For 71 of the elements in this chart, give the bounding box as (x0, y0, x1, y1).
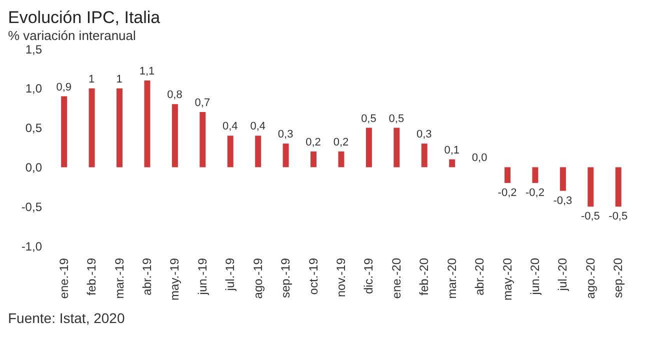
bar (227, 136, 234, 168)
x-tick-label: mar.-19 (112, 258, 126, 299)
bar (560, 167, 566, 191)
x-tick-label: ago.-20 (583, 258, 598, 299)
data-label: 0,9 (56, 81, 72, 94)
bar (615, 167, 622, 207)
source-note: Fuente: Istat, 2020 (8, 310, 126, 326)
data-label: 0,2 (333, 136, 349, 148)
x-tick-label: sep.-20 (611, 258, 626, 298)
y-tick-label: 0,0 (25, 160, 42, 174)
x-tick-label: jul.-19 (223, 258, 238, 292)
chart-subtitle: % variación interanual (8, 28, 137, 43)
bar (532, 167, 538, 183)
y-tick-label: 1,5 (25, 42, 42, 56)
x-tick-label: abr.-19 (140, 258, 154, 296)
y-tick-label: -1,0 (21, 239, 42, 254)
bar (144, 80, 150, 168)
data-label: -0,3 (553, 194, 572, 207)
data-label: 1,1 (139, 66, 155, 78)
x-tick-label: ago.-19 (250, 258, 265, 299)
data-label: 0,3 (416, 128, 432, 141)
data-label: 0,1 (444, 144, 460, 156)
bar (282, 144, 289, 168)
data-label: -0,5 (608, 210, 628, 223)
data-label: 0,0 (472, 152, 488, 164)
x-tick-label: jun.-19 (195, 258, 210, 296)
bar (449, 159, 456, 168)
data-label: 0,3 (278, 128, 294, 141)
bar (504, 167, 511, 183)
x-tick-label: abr.-20 (472, 258, 487, 296)
x-tick-label: oct.-19 (306, 258, 320, 295)
data-label: -0,2 (526, 186, 544, 199)
bar (310, 151, 317, 168)
data-label: 0,4 (250, 120, 266, 133)
bar (366, 128, 372, 168)
bar (338, 151, 344, 168)
x-tick-label: sep.-19 (278, 258, 293, 298)
y-tick-label: 0,5 (25, 121, 42, 136)
bar (116, 88, 123, 168)
data-label: 0,8 (167, 89, 182, 102)
y-tick-label: 1,0 (25, 82, 42, 96)
data-label: 0,5 (361, 112, 376, 125)
x-tick-label: jul.-20 (556, 258, 570, 292)
bar (172, 104, 178, 168)
data-label: 0,2 (306, 136, 321, 148)
x-tick-label: ene.-19 (56, 258, 71, 299)
x-tick-label: dic.-19 (362, 258, 376, 294)
y-tick-label: -0,5 (21, 200, 42, 214)
bar (88, 88, 95, 168)
x-tick-label: may.-20 (500, 258, 514, 300)
bar (394, 128, 400, 168)
data-label: 0,7 (194, 97, 210, 110)
x-tick-label: jun.-20 (528, 258, 542, 296)
data-label: 1 (88, 73, 95, 86)
data-label: 1 (116, 73, 122, 86)
x-tick-label: ene.-20 (389, 258, 404, 299)
data-label: -0,2 (498, 186, 517, 199)
data-label: 0,5 (388, 112, 404, 125)
x-tick-label: nov.-19 (334, 258, 348, 298)
data-label: 0,4 (222, 120, 238, 133)
x-tick-label: mar.-20 (444, 258, 459, 299)
chart-title: Evolución IPC, Italia (8, 8, 162, 28)
bar (588, 167, 594, 207)
x-tick-label: feb.-19 (84, 258, 99, 296)
bar (255, 136, 262, 168)
bar (61, 96, 68, 168)
data-label: -0,5 (580, 210, 600, 223)
x-tick-label: feb.-20 (417, 258, 432, 296)
bar (421, 144, 428, 168)
bar (200, 112, 206, 168)
x-tick-label: may.-19 (168, 258, 182, 300)
